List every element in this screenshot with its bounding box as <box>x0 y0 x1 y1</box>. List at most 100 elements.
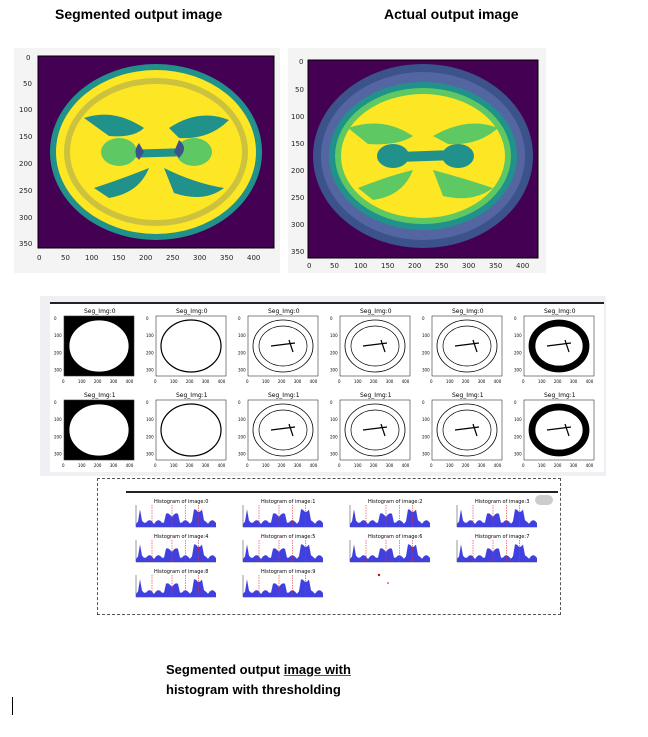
right-x-tick: 100 <box>354 262 368 270</box>
seg-title: Seg_Img:1 <box>84 392 116 399</box>
seg-title: Seg_Img:0 <box>268 308 300 315</box>
seg-y-tick: 200 <box>146 434 154 439</box>
seg-y-tick: 0 <box>54 400 57 405</box>
seg-x-tick: 400 <box>494 379 502 384</box>
seg-x-tick: 400 <box>126 463 134 468</box>
seg-y-tick: 100 <box>54 333 62 338</box>
seg-x-tick: 200 <box>554 379 562 384</box>
seg-y-tick: 0 <box>422 316 425 321</box>
seg-x-tick: 100 <box>446 463 454 468</box>
left-y-tick: 0 <box>26 54 31 62</box>
histogram-bars <box>243 544 323 562</box>
seg-x-tick: 200 <box>462 379 470 384</box>
seg-brain-outline <box>436 403 498 457</box>
seg-brain-outline <box>344 319 406 373</box>
right-y-tick: 150 <box>291 140 305 148</box>
seg-x-tick: 0 <box>430 379 433 384</box>
seg-x-tick: 100 <box>78 463 86 468</box>
right-x-tick: 200 <box>408 262 422 270</box>
left-y-tick: 350 <box>19 240 33 248</box>
seg-x-tick: 400 <box>126 379 134 384</box>
seg-y-tick: 100 <box>514 417 522 422</box>
seg-image-frame <box>339 315 411 377</box>
left-x-tick: 200 <box>139 254 153 262</box>
seg-ventricle <box>546 423 572 437</box>
left-x-tick: 0 <box>37 254 42 262</box>
seg-y-tick: 100 <box>422 417 430 422</box>
seg-y-tick: 0 <box>238 400 241 405</box>
seg-y-tick: 100 <box>146 417 154 422</box>
left-x-tick: 50 <box>61 254 70 262</box>
seg-x-tick: 200 <box>462 463 470 468</box>
seg-title: Seg_Img:1 <box>176 392 208 399</box>
segmented-figure: 0 50 100 150 200 250 300 350 0 50 100 15… <box>14 48 280 273</box>
histogram-title: Histogram of image:7 <box>475 534 529 540</box>
seg-x-tick: 0 <box>338 463 341 468</box>
marker-dot <box>377 573 381 577</box>
histogram-bars <box>136 544 216 562</box>
seg-y-tick: 200 <box>514 434 522 439</box>
seg-brain-inner <box>534 409 584 451</box>
seg-y-tick: 100 <box>146 333 154 338</box>
bottom-caption: Segmented output image with histogram wi… <box>166 660 351 700</box>
seg-brain-inner <box>534 325 584 367</box>
seg-brain-inner <box>442 409 492 451</box>
seg-title: Seg_Img:0 <box>176 308 208 315</box>
seg-y-tick: 300 <box>54 367 62 372</box>
right-x-tick: 50 <box>330 262 339 270</box>
hist-grid-svg: Histogram of image:0 Histogram of image:1… <box>135 499 537 598</box>
seg-ventricle <box>454 423 480 437</box>
seg-y-tick: 200 <box>330 350 338 355</box>
seg-x-tick: 400 <box>218 379 226 384</box>
seg-brain-inner <box>350 409 400 451</box>
seg-title: Seg_Img:0 <box>84 308 116 315</box>
right-x-tick: 150 <box>381 262 395 270</box>
seg-y-tick: 300 <box>422 367 430 372</box>
seg-title: Seg_Img:1 <box>360 392 392 399</box>
seg-y-tick: 300 <box>514 451 522 456</box>
histogram-bars <box>457 509 537 527</box>
seg-ventricle <box>270 339 296 353</box>
close-icon[interactable] <box>535 495 553 505</box>
segmented-brain-plot <box>37 55 275 249</box>
seg-title: Seg_Img:1 <box>452 392 484 399</box>
histogram-bars <box>136 579 216 597</box>
seg-y-tick: 200 <box>422 350 430 355</box>
seg-y-tick: 300 <box>146 451 154 456</box>
seg-y-tick: 0 <box>54 316 57 321</box>
seg-brain-outline <box>252 403 314 457</box>
actual-caption: Actual output image <box>384 6 519 22</box>
seg-x-tick: 100 <box>78 379 86 384</box>
left-y-tick: 150 <box>19 133 33 141</box>
seg-y-tick: 200 <box>238 350 246 355</box>
right-y-tick: 50 <box>295 86 304 94</box>
right-x-tick: 350 <box>489 262 503 270</box>
seg-title: Seg_Img:0 <box>452 308 484 315</box>
seg-x-tick: 300 <box>110 463 118 468</box>
left-x-tick: 150 <box>112 254 126 262</box>
right-x-tick: 300 <box>462 262 476 270</box>
seg-x-tick: 400 <box>586 379 594 384</box>
seg-title: Seg_Img:0 <box>544 308 576 315</box>
seg-y-tick: 0 <box>330 316 333 321</box>
seg-x-tick: 400 <box>494 463 502 468</box>
seg-y-tick: 100 <box>514 333 522 338</box>
seg-x-tick: 400 <box>310 463 318 468</box>
seg-y-tick: 200 <box>54 350 62 355</box>
right-x-tick: 400 <box>516 262 530 270</box>
seg-image-frame <box>431 399 503 461</box>
right-y-tick: 0 <box>299 58 304 66</box>
seg-brain-outline <box>160 319 222 373</box>
seg-brain-inner <box>442 325 492 367</box>
left-y-tick: 200 <box>19 160 33 168</box>
seg-x-tick: 200 <box>554 463 562 468</box>
seg-x-tick: 100 <box>170 463 178 468</box>
seg-brain-inner <box>258 325 308 367</box>
seg-x-tick: 0 <box>246 379 249 384</box>
seg-x-tick: 400 <box>402 463 410 468</box>
seg-x-tick: 300 <box>110 379 118 384</box>
seg-y-tick: 300 <box>238 367 246 372</box>
histogram-bars <box>243 579 323 597</box>
seg-x-tick: 300 <box>294 463 302 468</box>
histogram-bars <box>136 509 216 527</box>
